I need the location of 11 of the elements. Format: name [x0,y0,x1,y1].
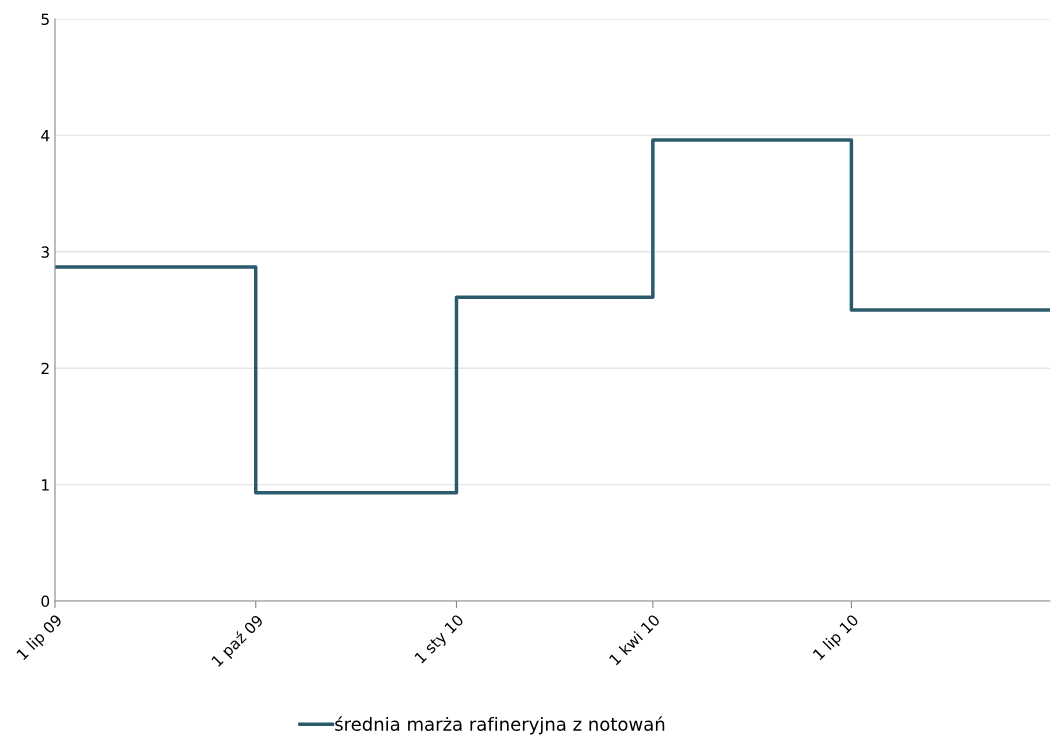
y-tick-label: 2 [41,362,49,374]
legend-label: średnia marża rafineryjna z notowań [335,716,665,735]
x-tick-label: 1 sty 10 [414,613,467,666]
y-tick-label: 0 [41,595,50,608]
y-tick-label: 3 [41,246,49,258]
y-tick-label: 5 [41,13,49,26]
y-tick-label: 4 [41,130,50,142]
x-tick-label: 1 lip 09 [15,613,65,663]
x-tick-label: 1 kwi 10 [608,613,661,666]
y-tick-label: 1 [42,479,49,491]
x-tick-label: 1 lip 10 [812,613,862,663]
